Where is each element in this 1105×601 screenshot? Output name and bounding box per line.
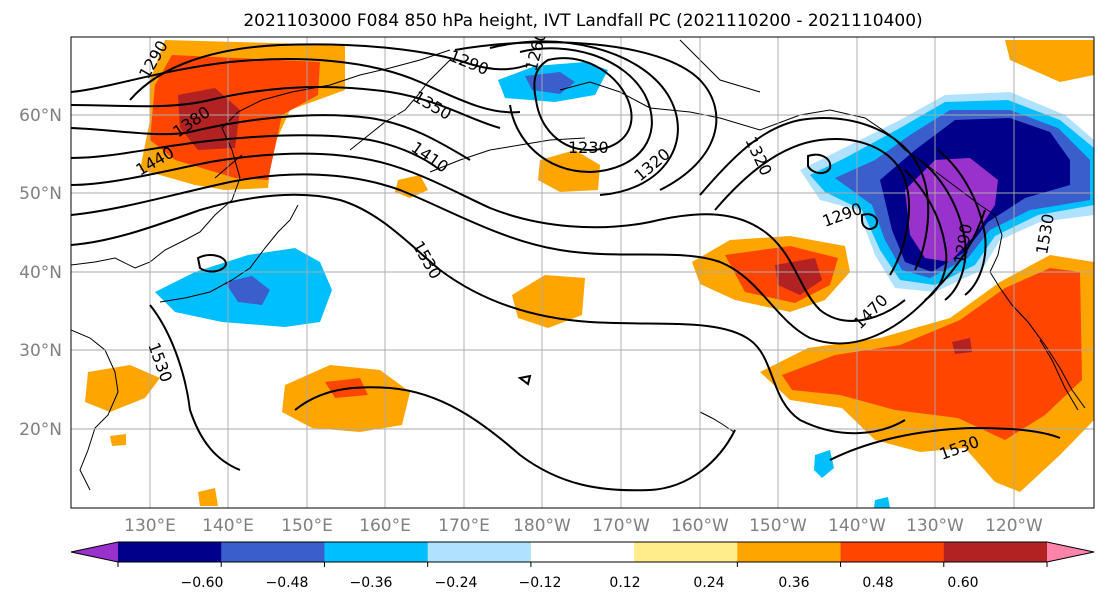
shading-mid-high-1 bbox=[538, 150, 600, 192]
contour-1320 bbox=[454, 41, 718, 191]
lon-label: 140°W bbox=[828, 516, 886, 536]
shading-ne-corner-high bbox=[1005, 40, 1094, 82]
contour-1470-west bbox=[71, 152, 906, 322]
shading-aleutian-low-inner bbox=[525, 72, 575, 94]
contour-trough-2 bbox=[919, 159, 967, 301]
lon-label: 120°W bbox=[985, 516, 1043, 536]
contour-1440 bbox=[71, 134, 441, 171]
lon-label: 160°W bbox=[671, 516, 729, 536]
lon-label: 130°W bbox=[906, 516, 964, 536]
contour-east-1530 bbox=[829, 426, 1061, 461]
lon-label: 170°E bbox=[438, 516, 490, 536]
contour-trough-1 bbox=[904, 169, 948, 301]
contour-1290-east-loop bbox=[807, 153, 832, 174]
contour-1530-main bbox=[71, 193, 906, 435]
coastline-layer bbox=[71, 39, 1086, 491]
lon-label: 150°W bbox=[749, 516, 807, 536]
colorbar-extend-low bbox=[71, 542, 118, 562]
colorbar-segments bbox=[71, 542, 1094, 562]
lon-label: 130°E bbox=[124, 516, 176, 536]
lat-label: 30°N bbox=[19, 341, 62, 361]
colorbar-tick-label: −0.24 bbox=[435, 575, 478, 591]
contour-small-loop-2 bbox=[517, 374, 532, 386]
colorbar-segment bbox=[221, 542, 325, 562]
colorbar: −0.60 −0.48 −0.36 −0.24 −0.12 0.12 0.24 … bbox=[70, 541, 1095, 591]
shading-subtrop-high-1 bbox=[282, 365, 410, 432]
shading-small-low-2 bbox=[874, 497, 890, 508]
lon-label: 150°E bbox=[281, 516, 333, 536]
coastline-aleutians bbox=[429, 137, 586, 173]
colorbar-segment bbox=[530, 542, 635, 562]
colorbar-segment bbox=[427, 542, 532, 562]
contour-label: 1230 bbox=[568, 138, 609, 157]
contour-ridge-2 bbox=[714, 138, 911, 276]
contour-1260 bbox=[509, 47, 653, 174]
shading-small-high-2 bbox=[198, 488, 218, 506]
shading-subtrop-high-2 bbox=[85, 365, 160, 412]
contour-1350 bbox=[71, 58, 521, 114]
height-contours bbox=[71, 40, 1061, 492]
colorbar-ticks bbox=[117, 562, 1048, 567]
lat-label: 40°N bbox=[19, 263, 62, 283]
colorbar-tick-label: 0.48 bbox=[862, 575, 893, 591]
shading-mid-high-3 bbox=[512, 275, 585, 328]
lon-label: 170°W bbox=[592, 516, 650, 536]
contour-1380 bbox=[71, 85, 501, 129]
contour-ridge-1 bbox=[699, 117, 930, 271]
coastline-kamchatka bbox=[349, 57, 453, 151]
lat-label: 20°N bbox=[19, 420, 62, 440]
map-border bbox=[70, 36, 1095, 509]
lon-label: 140°E bbox=[202, 516, 254, 536]
contour-1230 bbox=[533, 57, 633, 152]
colorbar-tick-label: −0.48 bbox=[266, 575, 309, 591]
contour-1290-east-loop2 bbox=[861, 213, 878, 230]
colorbar-segment bbox=[118, 542, 222, 562]
colorbar-segment bbox=[737, 542, 842, 562]
contour-small-loop-1 bbox=[196, 254, 228, 273]
lon-label: 160°E bbox=[359, 516, 411, 536]
coastline-hawaii bbox=[699, 411, 735, 433]
lat-label: 50°N bbox=[19, 184, 62, 204]
colorbar-tick-label: 0.60 bbox=[947, 575, 978, 591]
latitude-labels: 60°N 50°N 40°N 30°N 20°N bbox=[19, 106, 62, 440]
contour-trough-3 bbox=[937, 149, 987, 296]
colorbar-tick-label: −0.12 bbox=[519, 575, 562, 591]
colorbar-tick-label: 0.36 bbox=[778, 575, 809, 591]
colorbar-tick-label: 0.24 bbox=[693, 575, 724, 591]
contour-subtrop-loop bbox=[294, 386, 736, 492]
map-title: 2021103000 F084 850 hPa height, IVT Land… bbox=[243, 11, 922, 31]
shading-small-high-1 bbox=[110, 434, 126, 446]
colorbar-segment bbox=[943, 542, 1048, 562]
colorbar-extend-high bbox=[1047, 542, 1094, 562]
shading-japan-low-inner bbox=[225, 276, 270, 305]
colorbar-segment bbox=[840, 542, 945, 562]
contour-1500 bbox=[71, 173, 986, 345]
contour-1290-west bbox=[129, 43, 531, 101]
colorbar-tick-label: −0.36 bbox=[350, 575, 393, 591]
shading-ne-low-purple bbox=[905, 158, 998, 262]
colorbar-segment bbox=[634, 542, 738, 562]
coastline-asia bbox=[71, 49, 451, 491]
contour-1410 bbox=[71, 114, 471, 161]
lat-label: 60°N bbox=[19, 106, 62, 126]
map-panel: 1290 1380 1440 1290 1260 1350 1410 1230 … bbox=[70, 36, 1095, 509]
contour-subtrop-1530 bbox=[149, 304, 241, 471]
lon-label: 180°W bbox=[513, 516, 571, 536]
shading-small-low-1 bbox=[814, 450, 834, 478]
colorbar-tick-label: −0.60 bbox=[181, 575, 224, 591]
longitude-labels: 130°E 140°E 150°E 160°E 170°E 180°W 170°… bbox=[124, 516, 1043, 536]
colorbar-tick-labels: −0.60 −0.48 −0.36 −0.24 −0.12 0.12 0.24 … bbox=[181, 575, 979, 591]
colorbar-tick-label: 0.12 bbox=[609, 575, 640, 591]
colorbar-segment bbox=[324, 542, 429, 562]
